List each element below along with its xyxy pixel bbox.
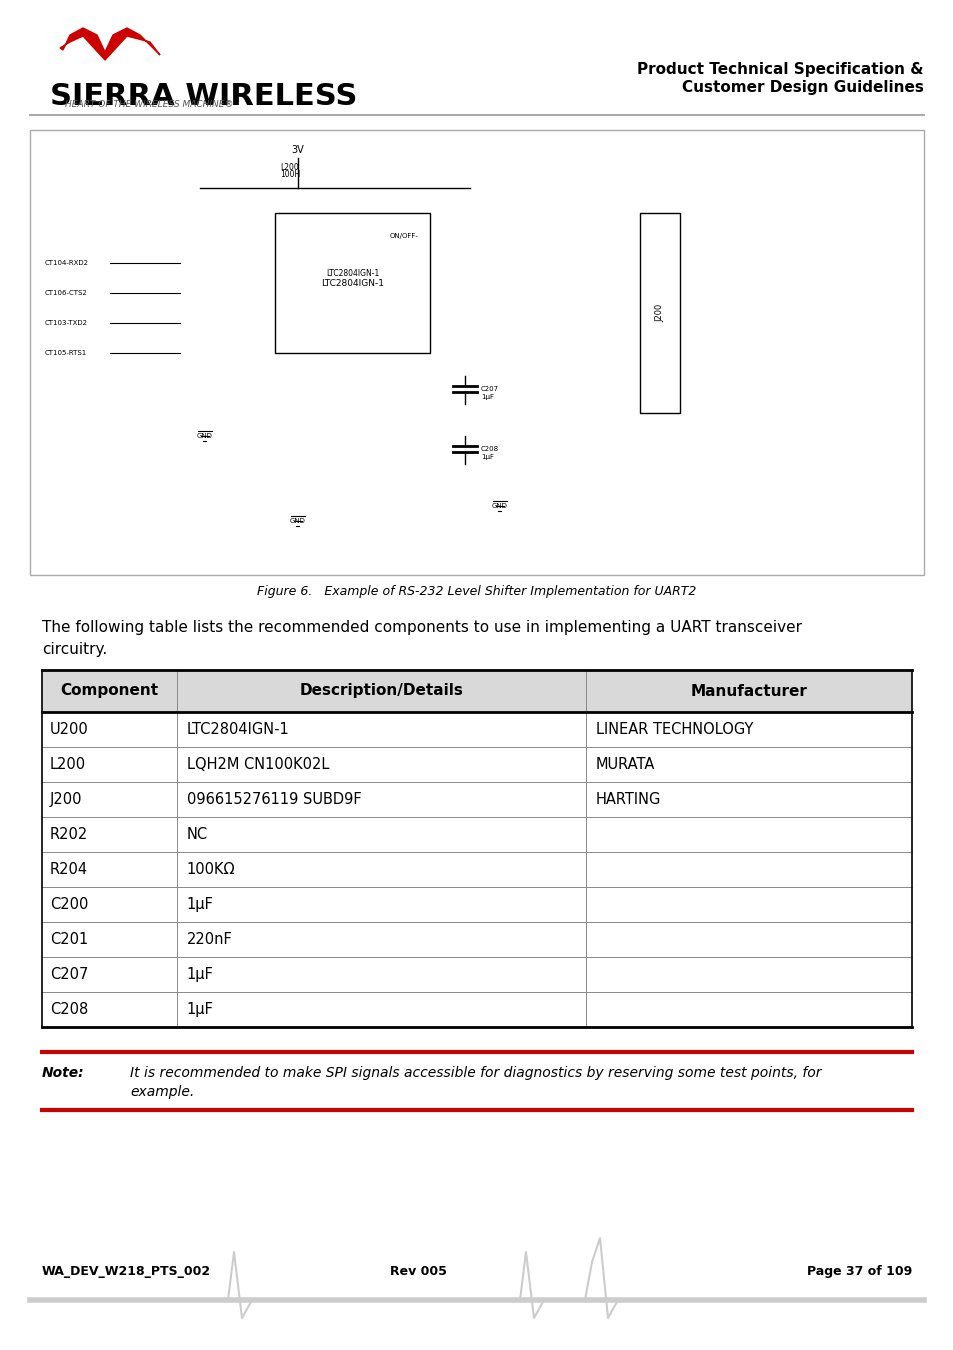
Text: GND: GND — [290, 518, 306, 524]
Bar — [42, 747, 911, 782]
Text: LQH2M CN100K02L: LQH2M CN100K02L — [187, 757, 329, 772]
Bar — [42, 670, 911, 711]
Text: 1μF: 1μF — [480, 454, 494, 460]
Bar — [42, 852, 911, 887]
Text: WA_DEV_W218_PTS_002: WA_DEV_W218_PTS_002 — [42, 1265, 211, 1278]
Text: SIERRA WIRELESS: SIERRA WIRELESS — [50, 82, 357, 111]
Text: C207: C207 — [480, 386, 498, 391]
Text: 100KΩ: 100KΩ — [187, 863, 235, 878]
Text: Figure 6.   Example of RS-232 Level Shifter Implementation for UART2: Figure 6. Example of RS-232 Level Shifte… — [257, 585, 696, 598]
Text: R204: R204 — [50, 863, 88, 878]
Text: 220nF: 220nF — [187, 931, 233, 946]
Text: Component: Component — [60, 683, 158, 698]
Text: U200: U200 — [50, 722, 89, 737]
Text: 1μF: 1μF — [187, 896, 213, 913]
Text: GND: GND — [492, 504, 507, 509]
Text: C208: C208 — [50, 1002, 89, 1017]
Text: HEART OF THE WIRELESS MACHINE®: HEART OF THE WIRELESS MACHINE® — [65, 100, 233, 109]
Text: circuitry.: circuitry. — [42, 643, 107, 657]
Text: 096615276119 SUBD9F: 096615276119 SUBD9F — [187, 792, 361, 807]
Text: Customer Design Guidelines: Customer Design Guidelines — [681, 80, 923, 94]
Text: CT103-TXD2: CT103-TXD2 — [45, 320, 88, 325]
Text: L200: L200 — [50, 757, 86, 772]
Text: example.: example. — [130, 1085, 194, 1099]
Text: NC: NC — [187, 828, 208, 842]
Text: R202: R202 — [50, 828, 89, 842]
Text: LTC2804IGN-1: LTC2804IGN-1 — [320, 278, 384, 288]
Bar — [42, 711, 911, 747]
Text: Description/Details: Description/Details — [299, 683, 463, 698]
Text: LTC2804IGN-1: LTC2804IGN-1 — [187, 722, 290, 737]
Bar — [42, 817, 911, 852]
Text: C208: C208 — [480, 446, 498, 452]
Bar — [42, 922, 911, 957]
Text: CT104-RXD2: CT104-RXD2 — [45, 261, 89, 266]
Text: Manufacturer: Manufacturer — [690, 683, 806, 698]
Text: J200: J200 — [655, 304, 664, 323]
Text: The following table lists the recommended components to use in implementing a UA: The following table lists the recommende… — [42, 620, 801, 634]
Text: HARTING: HARTING — [595, 792, 660, 807]
Text: 100H: 100H — [280, 170, 300, 180]
Text: 1μF: 1μF — [187, 1002, 213, 1017]
Text: C200: C200 — [50, 896, 89, 913]
Text: 1μF: 1μF — [480, 394, 494, 400]
Text: J200: J200 — [50, 792, 82, 807]
Bar — [42, 887, 911, 922]
Bar — [42, 992, 911, 1027]
Text: L200: L200 — [280, 163, 298, 171]
Text: C207: C207 — [50, 967, 89, 981]
Text: 1μF: 1μF — [187, 967, 213, 981]
Bar — [274, 213, 430, 352]
Text: 3V: 3V — [292, 144, 304, 155]
Text: CT106-CTS2: CT106-CTS2 — [45, 290, 88, 296]
Text: It is recommended to make SPI signals accessible for diagnostics by reserving so: It is recommended to make SPI signals ac… — [130, 1066, 821, 1080]
Text: ON/OFF-: ON/OFF- — [390, 234, 418, 239]
Text: LTC2804IGN-1: LTC2804IGN-1 — [326, 269, 378, 278]
Bar — [30, 130, 923, 575]
Text: Rev 005: Rev 005 — [390, 1265, 446, 1278]
Polygon shape — [60, 28, 160, 59]
Bar — [42, 957, 911, 992]
Text: Product Technical Specification &: Product Technical Specification & — [637, 62, 923, 77]
Text: Page 37 of 109: Page 37 of 109 — [806, 1265, 911, 1278]
Bar — [42, 782, 911, 817]
Text: MURATA: MURATA — [595, 757, 655, 772]
Text: CT105-RTS1: CT105-RTS1 — [45, 350, 87, 356]
Text: Note:: Note: — [42, 1066, 85, 1080]
Text: GND: GND — [197, 433, 213, 439]
Text: C201: C201 — [50, 931, 89, 946]
Text: LINEAR TECHNOLOGY: LINEAR TECHNOLOGY — [595, 722, 752, 737]
Bar — [639, 213, 679, 413]
